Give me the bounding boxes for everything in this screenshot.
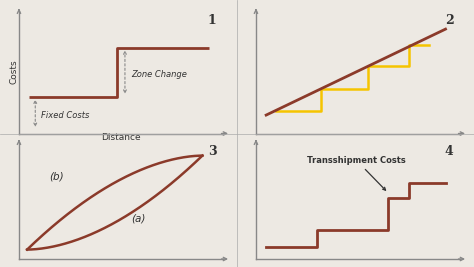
- Text: 2: 2: [445, 14, 454, 27]
- Text: (a): (a): [131, 213, 146, 223]
- Y-axis label: Costs: Costs: [10, 60, 19, 84]
- Text: 4: 4: [445, 145, 454, 158]
- Text: Fixed Costs: Fixed Costs: [41, 111, 90, 120]
- Text: Transshipment Costs: Transshipment Costs: [307, 156, 406, 190]
- Text: Zone Change: Zone Change: [131, 70, 187, 79]
- Text: 3: 3: [208, 145, 217, 158]
- X-axis label: Distance: Distance: [101, 134, 141, 143]
- Text: 1: 1: [208, 14, 217, 27]
- Text: (b): (b): [49, 171, 64, 181]
